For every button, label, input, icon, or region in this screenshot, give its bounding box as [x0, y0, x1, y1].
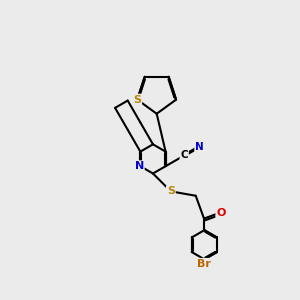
Text: O: O: [216, 208, 226, 218]
Text: N: N: [195, 142, 204, 152]
Text: S: S: [133, 94, 141, 105]
Text: C: C: [180, 151, 188, 160]
Text: N: N: [134, 161, 144, 171]
Text: S: S: [167, 186, 175, 197]
Text: Br: Br: [197, 259, 211, 269]
